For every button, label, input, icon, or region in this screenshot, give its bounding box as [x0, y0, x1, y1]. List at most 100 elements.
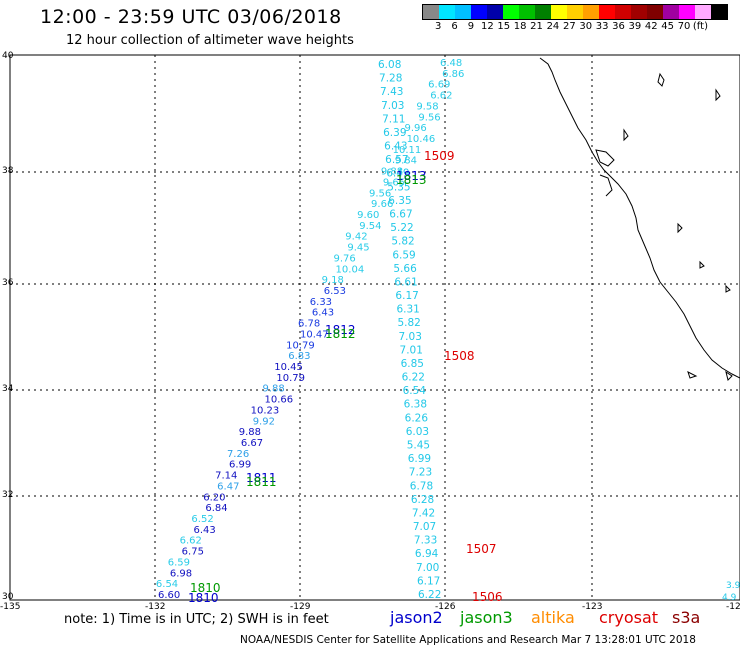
- cryosat-value: 6.49: [386, 168, 409, 180]
- graticule: [10, 55, 740, 600]
- jason-value: 6.60: [158, 590, 180, 601]
- cryosat-value: 6.17: [417, 575, 440, 587]
- cryosat-value: 6.54: [403, 385, 427, 397]
- track-time-label: 1813: [396, 173, 427, 187]
- latitude-label: 38: [2, 166, 14, 176]
- jason-value: 9.45: [347, 243, 369, 254]
- jason-value: 7.14: [215, 471, 237, 482]
- colorbar-swatch: [535, 5, 551, 19]
- colorbar-swatch: [583, 5, 599, 19]
- cryosat-value: 7.11: [382, 113, 405, 125]
- jason-value: 9.58: [416, 101, 438, 112]
- jason-value: 10.23: [251, 405, 280, 416]
- colorbar-label: 3: [435, 21, 442, 32]
- colorbar-swatch: [439, 5, 455, 19]
- longitude-label: -126: [435, 602, 456, 612]
- jason-value: 10.46: [407, 134, 436, 145]
- longitude-label: -129: [290, 602, 311, 612]
- colorbar-label: 21: [530, 21, 543, 32]
- cryosat-value: 6.39: [383, 127, 406, 139]
- satellite-legend-s3a: s3a: [672, 608, 701, 627]
- colorbar-label: 12: [481, 21, 494, 32]
- colorbar-swatch: [519, 5, 535, 19]
- colorbar-label: 24: [546, 21, 560, 32]
- cryosat-value: 5.35: [387, 181, 410, 193]
- colorbar-label: (ft): [692, 21, 708, 32]
- cryosat-value: 6.31: [396, 304, 419, 316]
- jason-value: 9.88: [262, 384, 284, 395]
- cryosat-value: 6.22: [418, 589, 441, 601]
- colorbar-label: 18: [513, 21, 527, 32]
- jason-value: 9.65: [383, 177, 405, 188]
- track-time-label: 1813: [396, 169, 427, 183]
- longitude-label: -123: [582, 602, 603, 612]
- colorbar-label: 42: [644, 21, 658, 32]
- jason-value: 6.83: [288, 351, 310, 362]
- colorbar-label: 70: [677, 21, 691, 32]
- cryosat-value: 6.08: [378, 59, 401, 71]
- colorbar-label: 9: [467, 21, 475, 32]
- jason-value: 10.04: [336, 264, 365, 275]
- cryosat-value: 5.45: [407, 440, 430, 452]
- cryosat-value: 7.00: [416, 562, 439, 574]
- map-subtitle: 12 hour collection of altimeter wave hei…: [66, 33, 354, 48]
- jason-value: 6.62: [180, 536, 202, 547]
- jason-value: 10.79: [276, 373, 305, 384]
- jason-value: 6.69: [428, 80, 450, 91]
- latitude-label: 32: [2, 490, 14, 500]
- colorbar-label: 6: [451, 21, 458, 32]
- jason-value: 9.56: [369, 188, 391, 199]
- jason-value: 10.45: [274, 362, 303, 373]
- jason-value: 6.54: [156, 579, 178, 590]
- cryosat-value: 6.17: [395, 290, 418, 302]
- jason-value: 6.99: [229, 460, 251, 471]
- jason-value: 6.98: [170, 568, 192, 579]
- cryosat-value: 6.35: [388, 195, 411, 207]
- track-time-label: 1810: [190, 581, 221, 595]
- jason-value: 10.79: [286, 340, 315, 351]
- satellite-legend-cryosat: cryosat: [599, 608, 659, 627]
- cryosat-value: 6.61: [394, 276, 417, 288]
- colorbar-swatch: [487, 5, 503, 19]
- latitude-label: 40: [2, 51, 14, 61]
- cryosat-value: 5.82: [391, 236, 414, 248]
- jason-value: 6.43: [194, 525, 216, 536]
- california-coastline: [539, 57, 740, 381]
- jason-value: 9.42: [345, 232, 367, 243]
- cryosat-value: 6.57: [385, 154, 408, 166]
- colorbar-label: 39: [628, 21, 642, 32]
- cryosat-value: 7.03: [399, 331, 422, 343]
- map-title: 12:00 - 23:59 UTC 03/06/2018: [40, 6, 342, 28]
- colorbar-label: 27: [562, 21, 576, 32]
- longitude-label: -120: [726, 602, 740, 612]
- jason-value: 6.43: [312, 308, 334, 319]
- jason-value: 6.20: [203, 492, 225, 503]
- jason-value: 9.88: [239, 427, 261, 438]
- colorbar-swatch: [503, 5, 519, 19]
- track-time-label: 1508: [444, 349, 475, 363]
- jason-value: 10.66: [265, 395, 294, 406]
- jason-value: 9.56: [418, 112, 440, 123]
- jason-value: 9.60: [357, 210, 379, 221]
- longitude-label: -135: [0, 602, 21, 612]
- cryosat-value: 6.99: [408, 453, 431, 465]
- cryosat-value: 6.22: [402, 372, 425, 384]
- colorbar-swatch: [567, 5, 583, 19]
- cryosat-value: 7.33: [414, 535, 437, 547]
- satellite-legend-jason2: jason2: [390, 608, 443, 627]
- colorbar-swatch: [551, 5, 567, 19]
- jason-value: 10.11: [393, 145, 422, 156]
- edge-value: 4.9: [722, 593, 737, 603]
- jason-value: 6.62: [430, 91, 452, 102]
- satellite-legend-jason3: jason3: [460, 608, 513, 627]
- colorbar-label: 33: [595, 21, 609, 32]
- jason-value: 6.59: [168, 557, 190, 568]
- cryosat-value: 6.85: [401, 358, 424, 370]
- cryosat-value: 6.67: [389, 208, 412, 220]
- jason-value: 6.75: [182, 547, 204, 558]
- cryosat-value: 5.22: [390, 222, 413, 234]
- latitude-label: 36: [2, 278, 14, 288]
- cryosat-value: 7.43: [380, 86, 403, 98]
- colorbar-labels: 3 6 9 12 15 18 21 24 27 30 33 36 39 42 45 70 (ft): [430, 21, 709, 32]
